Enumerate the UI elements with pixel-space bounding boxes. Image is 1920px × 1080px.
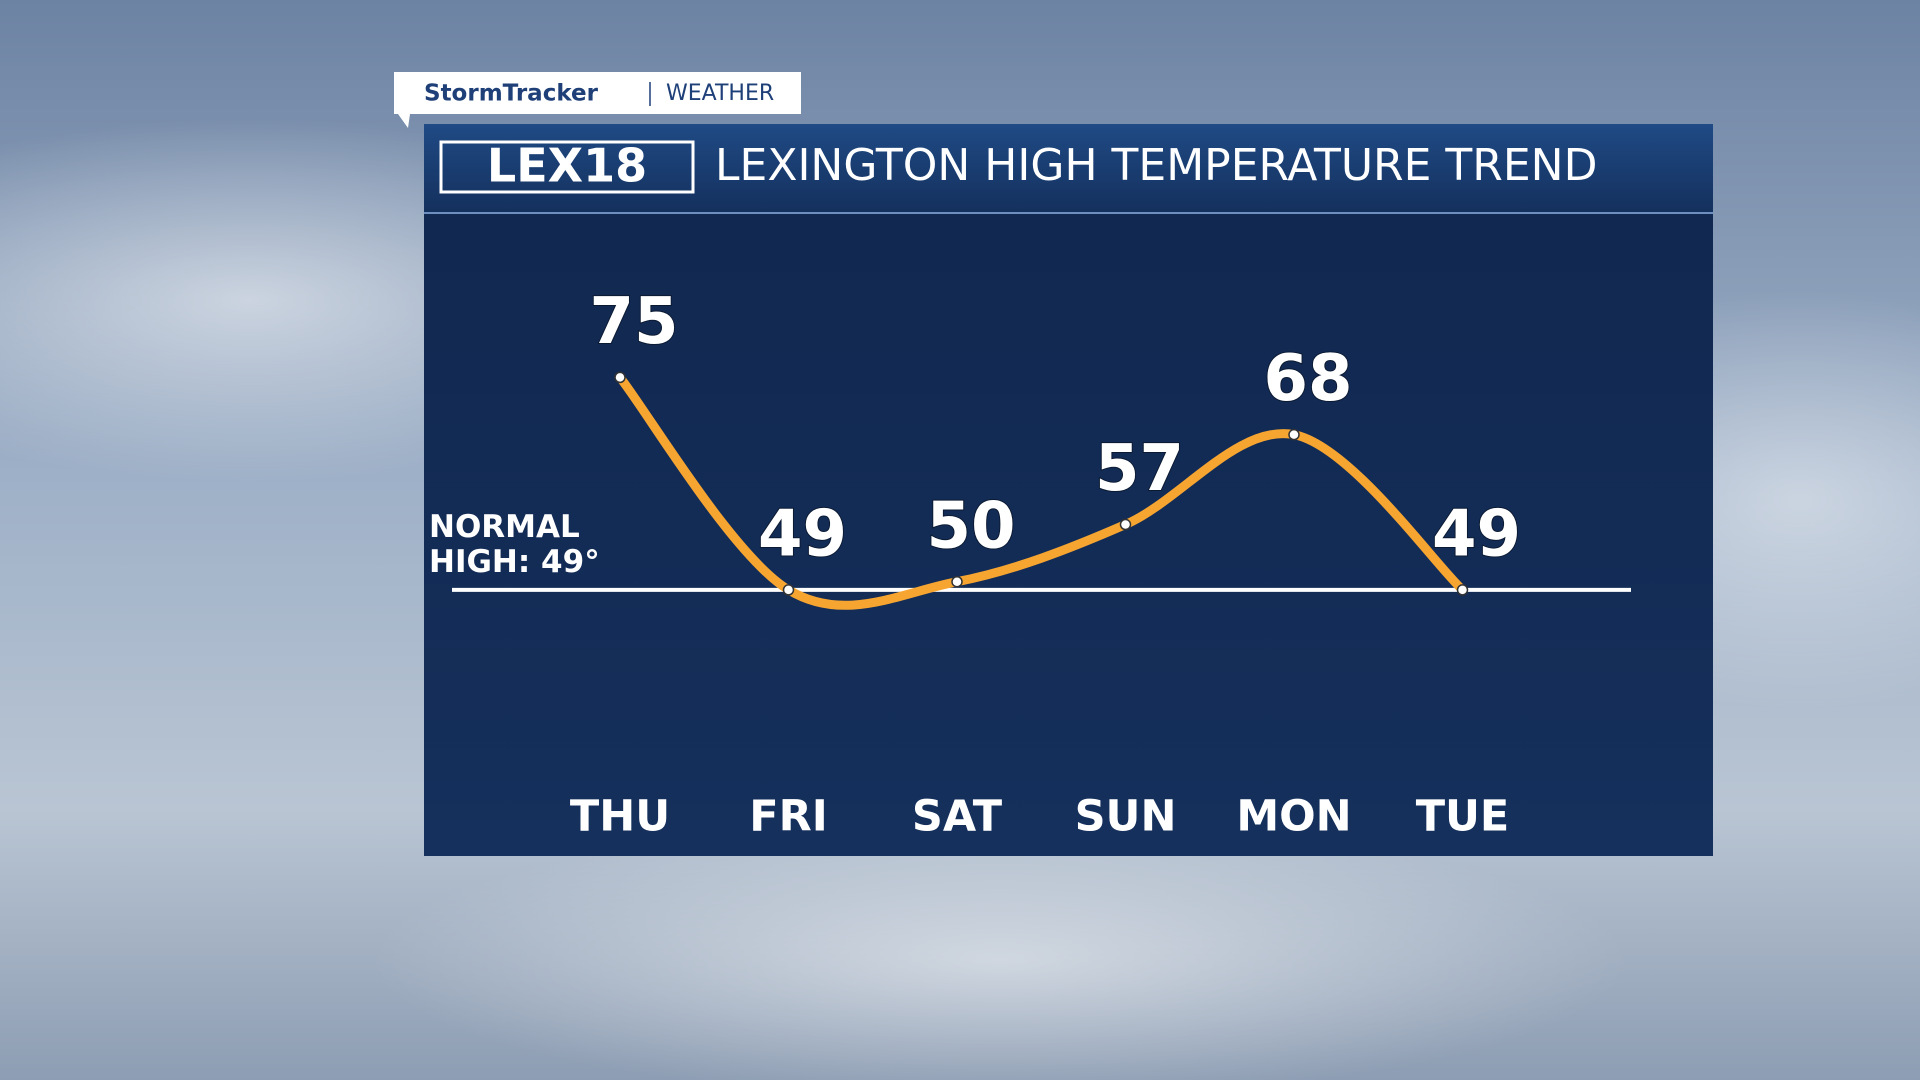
reference-label: NORMAL HIGH: 49° <box>429 509 600 580</box>
section: WEATHER <box>666 81 774 106</box>
value-label: 57 <box>1095 432 1184 506</box>
logo-box <box>439 140 695 194</box>
point <box>1456 584 1469 596</box>
point <box>951 575 963 588</box>
value-label: 49 <box>758 497 847 571</box>
point <box>614 371 626 384</box>
point <box>1288 428 1300 441</box>
x-tick-label: THU <box>570 792 670 842</box>
value-label: 49 <box>1432 497 1521 571</box>
value-label: 50 <box>926 489 1015 563</box>
x-tick-label: SAT <box>912 792 1003 842</box>
x-tick-label: FRI <box>749 792 827 842</box>
point <box>782 584 795 596</box>
chart-title: LEXINGTON HIGH TEMPERATURE TREND <box>715 140 1597 191</box>
tab <box>394 72 801 128</box>
value-label: 68 <box>1263 342 1352 416</box>
x-tick-label: SUN <box>1075 792 1177 842</box>
brand: StormTracker <box>424 81 599 107</box>
x-tick-label: MON <box>1236 792 1351 842</box>
point <box>1119 518 1132 531</box>
panel <box>424 213 1713 856</box>
header-bar <box>424 124 1713 213</box>
logo: LEX18 <box>487 139 647 193</box>
temperature-line <box>615 372 1467 610</box>
x-tick-label: TUE <box>1416 792 1510 842</box>
value-label: 75 <box>589 285 678 359</box>
